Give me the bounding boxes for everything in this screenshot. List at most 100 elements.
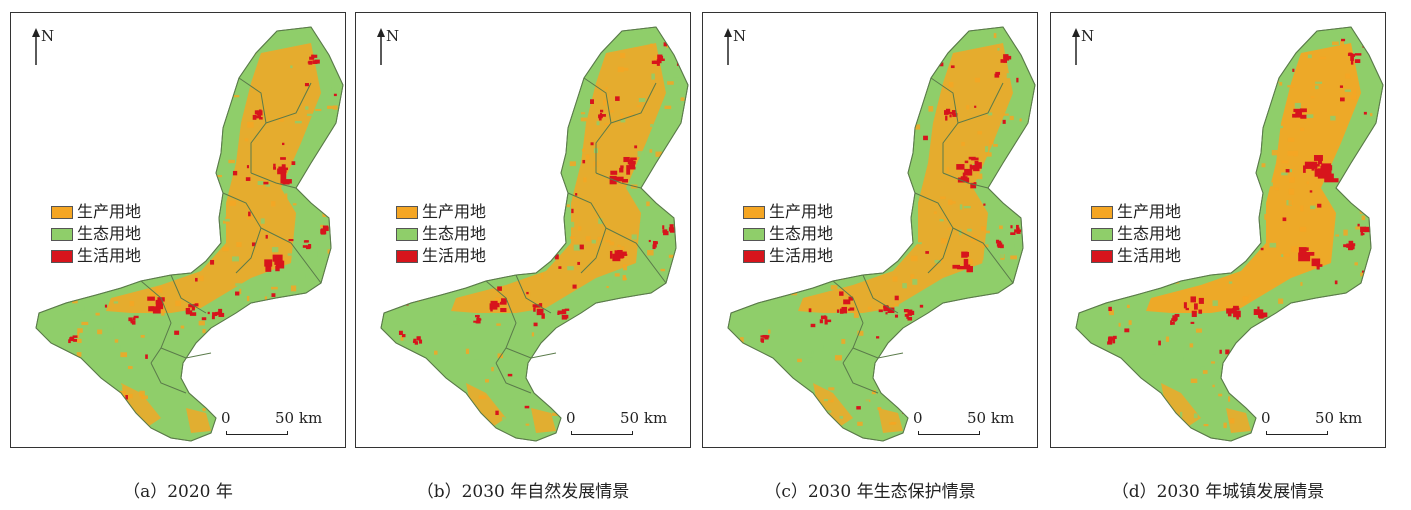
- living-land-patch: [70, 337, 75, 342]
- land-speckle: [43, 94, 46, 98]
- land-speckle: [1242, 296, 1248, 303]
- living-land-patch: [824, 320, 828, 325]
- land-speckle: [262, 304, 269, 309]
- living-land-patch: [274, 260, 283, 265]
- land-speckle: [62, 381, 68, 385]
- land-speckle: [606, 285, 609, 289]
- living-land-patch: [776, 56, 780, 60]
- land-speckle: [510, 398, 515, 402]
- land-speckle: [959, 204, 963, 210]
- living-land-patch: [820, 315, 826, 320]
- living-land-patch: [264, 259, 273, 267]
- land-speckle: [620, 118, 626, 123]
- study-area-border: [1075, 26, 1384, 442]
- land-speckle: [876, 100, 880, 107]
- land-speckle: [1264, 213, 1267, 220]
- land-speckle: [1221, 263, 1226, 267]
- living-land-patch: [590, 99, 594, 104]
- land-speckle: [575, 327, 578, 330]
- land-speckle: [77, 338, 82, 344]
- land-speckle: [758, 147, 765, 152]
- living-land-patch: [1324, 178, 1339, 183]
- land-speckle: [215, 50, 220, 54]
- land-speckle: [997, 351, 1005, 354]
- land-speckle: [557, 192, 564, 198]
- living-land-patch: [282, 142, 285, 146]
- district-boundary: [495, 362, 532, 394]
- north-label: N: [1081, 27, 1095, 45]
- land-speckle: [815, 166, 823, 172]
- land-speckle: [948, 109, 954, 113]
- land-speckle: [947, 227, 953, 231]
- land-speckle: [1305, 316, 1310, 321]
- land-speckle: [61, 139, 66, 146]
- living-land-patch: [894, 130, 899, 134]
- scale-line: [1266, 431, 1328, 435]
- living-land-patch: [609, 250, 613, 259]
- land-speckle: [44, 348, 48, 355]
- land-speckle: [526, 72, 532, 76]
- living-land-patch: [215, 311, 218, 317]
- living-land-patch: [682, 217, 688, 222]
- legend-swatch: [396, 227, 418, 241]
- land-speckle: [637, 151, 645, 157]
- living-land-patch: [333, 93, 337, 97]
- living-land-patch: [1112, 338, 1116, 344]
- living-land-patch: [304, 83, 309, 87]
- land-speckle: [1230, 39, 1238, 44]
- land-speckle: [271, 247, 279, 253]
- land-speckle: [870, 201, 874, 206]
- land-speckle: [833, 151, 840, 155]
- living-land-patch: [1343, 244, 1347, 248]
- land-speckle: [93, 148, 97, 151]
- living-land-patch: [907, 316, 913, 321]
- land-speckle: [609, 311, 616, 315]
- land-speckle: [1275, 334, 1280, 341]
- land-speckle: [1020, 176, 1024, 180]
- land-speckle: [420, 107, 426, 111]
- land-speckle: [465, 348, 470, 355]
- land-speckle: [1251, 345, 1257, 350]
- living-land-patch: [966, 264, 971, 269]
- land-speckle: [229, 200, 236, 206]
- living-land-patch: [534, 304, 541, 308]
- living-land-patch: [207, 311, 210, 315]
- land-speckle: [428, 148, 433, 152]
- land-speckle: [157, 120, 161, 126]
- legend-swatch: [396, 205, 418, 219]
- living-land-patch: [819, 319, 823, 324]
- land-speckle: [757, 369, 763, 374]
- living-land-patch: [582, 159, 586, 164]
- land-speckle: [107, 326, 114, 333]
- living-land-patch: [185, 310, 192, 315]
- land-speckle: [130, 429, 134, 436]
- land-speckle: [531, 332, 535, 337]
- land-speckle: [904, 351, 910, 356]
- land-speckle: [998, 258, 1005, 262]
- land-speckle: [855, 66, 863, 69]
- land-speckle: [434, 177, 438, 183]
- land-speckle: [322, 213, 327, 217]
- land-speckle: [1173, 122, 1179, 128]
- land-speckle: [208, 68, 212, 74]
- living-land-patch: [856, 406, 861, 410]
- living-land-patch: [251, 242, 256, 247]
- land-speckle: [1146, 159, 1149, 166]
- living-land-patch: [961, 251, 968, 258]
- land-speckle: [1186, 221, 1191, 228]
- land-speckle: [749, 194, 752, 198]
- land-speckle: [54, 273, 62, 280]
- land-speckle: [1003, 113, 1009, 116]
- land-speckle: [740, 83, 744, 87]
- land-speckle: [738, 305, 742, 309]
- land-speckle: [526, 155, 529, 159]
- land-speckle: [824, 49, 830, 53]
- land-speckle: [796, 393, 800, 397]
- land-speckle: [578, 360, 583, 364]
- land-speckle: [1139, 98, 1146, 102]
- living-land-patch: [302, 245, 308, 248]
- land-speckle: [975, 305, 982, 309]
- land-speckle: [561, 346, 566, 350]
- land-speckle: [874, 200, 882, 205]
- land-speckle: [885, 228, 890, 232]
